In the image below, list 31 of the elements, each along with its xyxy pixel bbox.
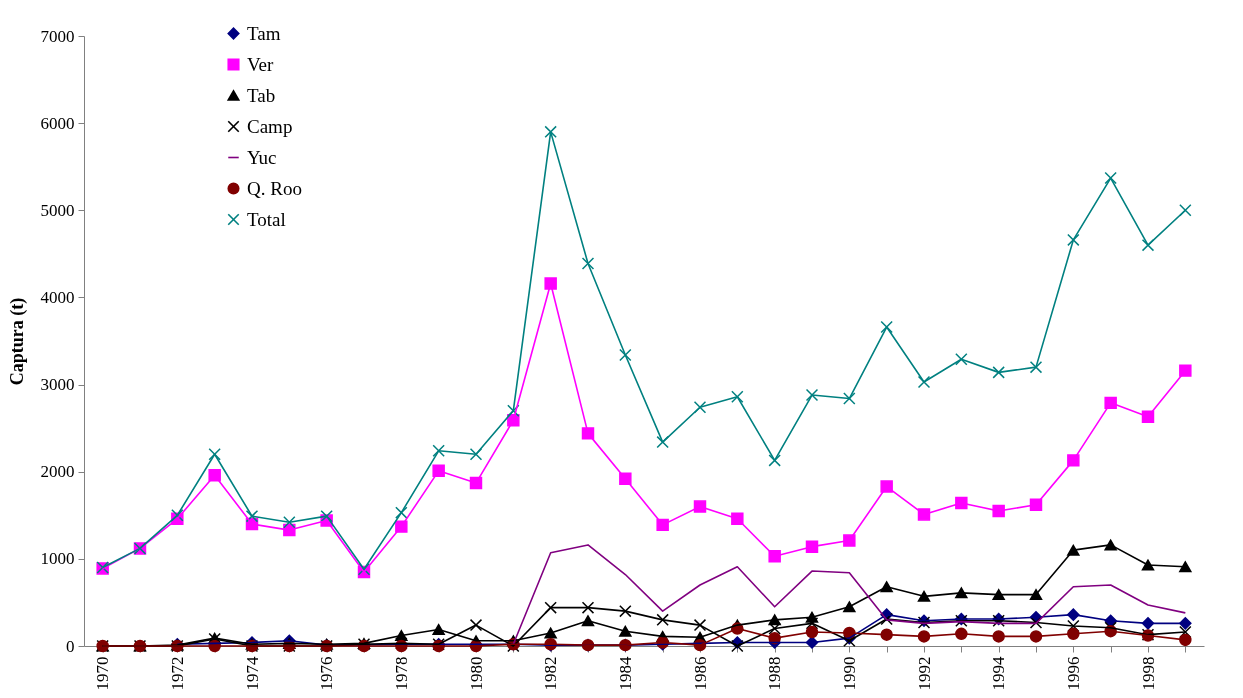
y-tick-label: 3000: [40, 375, 75, 395]
legend-label: Q. Roo: [247, 177, 302, 199]
legend-label: Ver: [247, 53, 275, 75]
x-tick-label: 1996: [1063, 656, 1083, 691]
y-tick-label: 2000: [40, 462, 75, 482]
x-tick-label: 1984: [615, 656, 635, 691]
y-tick-label: 6000: [40, 113, 75, 133]
legend-label: Total: [247, 208, 286, 230]
y-axis-title: Captura (t): [6, 297, 28, 386]
y-tick-label: 1000: [40, 549, 75, 569]
y-tick-label: 5000: [40, 200, 75, 220]
legend-label: Camp: [247, 115, 293, 137]
x-tick-label: 1982: [541, 656, 561, 691]
x-tick-label: 1990: [839, 656, 859, 691]
x-tick-label: 1970: [93, 656, 113, 691]
x-tick-label: 1978: [391, 656, 411, 691]
y-tick-label: 0: [66, 636, 75, 656]
x-tick-label: 1998: [1138, 656, 1158, 691]
x-tick-label: 1972: [167, 656, 187, 691]
x-tick-label: 1980: [466, 656, 486, 691]
x-tick-label: 1988: [765, 656, 785, 691]
x-tick-label: 1992: [914, 656, 934, 691]
legend-label: Tam: [247, 22, 281, 44]
y-tick-label: 4000: [40, 287, 75, 307]
x-tick-label: 1976: [317, 656, 337, 691]
y-tick-label: 7000: [40, 26, 75, 46]
x-tick-label: 1986: [690, 656, 710, 691]
legend-label: Tab: [247, 84, 276, 106]
x-tick-label: 1974: [242, 656, 262, 691]
legend-label: Yuc: [247, 146, 277, 168]
x-tick-label: 1994: [989, 656, 1009, 691]
